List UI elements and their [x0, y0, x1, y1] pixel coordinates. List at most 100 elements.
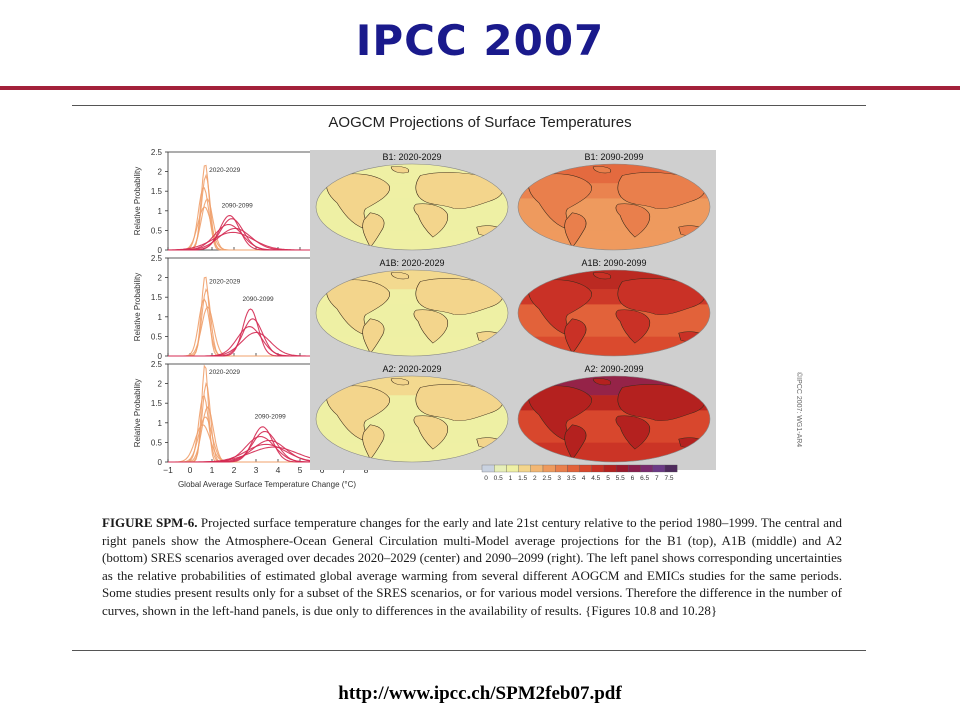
map-fill: [518, 270, 710, 356]
colorbar-tick-label: 1: [509, 475, 513, 482]
map-fill: [316, 270, 508, 356]
map-label: B1: 2090-2099: [584, 152, 643, 162]
colorbar-swatch: [567, 464, 580, 473]
caption-text: Projected surface temperature changes fo…: [102, 515, 842, 618]
land-masses: [528, 166, 707, 248]
map-outline: [517, 375, 711, 463]
colorbar-swatch: [481, 464, 495, 473]
map-label: A2: 2020-2029: [382, 364, 441, 374]
colorbar-swatch: [542, 464, 556, 473]
temperature-map: A2: 2090-2099: [512, 362, 716, 470]
continent-shape: [390, 166, 410, 174]
colorbar-tick-label: 6.5: [640, 475, 649, 482]
figure-bottom-rule: [72, 650, 866, 651]
y-axis-label: Relative Probability: [133, 273, 142, 341]
continent-shape: [413, 415, 449, 450]
map-fill: [316, 376, 508, 462]
x-tick-label: 3: [254, 465, 259, 475]
x-tick-label: −1: [163, 465, 173, 475]
colorbar-tick-label: 4.5: [591, 475, 600, 482]
series-annotation: 2020-2029: [209, 369, 240, 376]
colorbar-tick-label: 3: [557, 475, 561, 482]
y-tick-label: 2: [158, 168, 163, 177]
series-annotation: 2020-2029: [209, 279, 240, 286]
slide-title: IPCC 2007: [355, 16, 605, 65]
continent-shape: [390, 378, 410, 386]
series-annotation: 2090-2099: [255, 414, 286, 421]
continent-shape: [592, 378, 612, 386]
map-outline: [315, 163, 509, 251]
continent-shape: [615, 203, 651, 238]
map-label: A1B: 2020-2029: [379, 258, 444, 268]
colorbar-tick-label: 1.5: [518, 475, 527, 482]
copyright-note: ©IPCC 2007: WG1-AR4: [795, 372, 802, 448]
figure-panels: 0 0.5 1 1.5 2 2.5 Relative Probability 2020-202…: [133, 148, 716, 489]
colorbar-tick-label: 3.5: [567, 475, 576, 482]
x-tick-label: 2: [232, 465, 237, 475]
continent-shape: [413, 203, 449, 238]
temperature-map: B1: 2090-2099: [512, 150, 716, 258]
x-tick-label: 5: [298, 465, 303, 475]
colorbar-swatch: [640, 464, 653, 473]
colorbar-tick-label: 0.5: [494, 475, 503, 482]
x-tick-label: 4: [276, 465, 281, 475]
colorbar-tick-label: 5: [606, 475, 610, 482]
continent-shape: [390, 272, 410, 280]
temperature-map: A1B: 2020-2029: [310, 256, 514, 364]
colorbar-swatch: [530, 464, 544, 473]
series-annotation: 2020-2029: [209, 167, 240, 174]
continent-shape: [362, 424, 385, 460]
map-label: B1: 2020-2029: [382, 152, 441, 162]
y-tick-label: 2.5: [151, 360, 163, 369]
caption-label: FIGURE SPM-6.: [102, 515, 198, 530]
continent-shape: [592, 166, 612, 174]
y-tick-label: 1: [158, 313, 163, 322]
y-tick-label: 2.5: [151, 254, 163, 263]
colorbar-swatch: [628, 464, 641, 473]
series-annotation: 2090-2099: [222, 203, 253, 210]
continent-shape: [564, 318, 587, 354]
colorbar-swatch: [591, 464, 605, 473]
figure-top-rule: [72, 105, 866, 106]
colorbar-tick-label: 2.5: [542, 475, 551, 482]
map-fill: [518, 376, 710, 462]
y-tick-label: 0.5: [151, 438, 163, 447]
colorbar-swatch: [616, 464, 629, 473]
continent-shape: [615, 309, 651, 344]
y-tick-label: 1: [158, 207, 163, 216]
y-tick-label: 0: [158, 352, 163, 361]
map-outline: [315, 269, 509, 357]
y-tick-label: 1: [158, 419, 163, 428]
continent-shape: [413, 309, 449, 344]
temperature-map: A2: 2020-2029: [310, 362, 514, 470]
colorbar-tick-label: 6: [631, 475, 635, 482]
map-label: A1B: 2090-2099: [581, 258, 646, 268]
colorbar-swatch: [579, 464, 592, 473]
land-masses: [326, 272, 505, 354]
map-fill: [518, 164, 710, 250]
y-tick-label: 2.5: [151, 148, 163, 157]
colorbar-tick-label: 2: [533, 475, 537, 482]
map-fill: [316, 164, 508, 250]
colorbar-tick-label: 7: [655, 475, 659, 482]
y-tick-label: 1.5: [151, 187, 163, 196]
source-url[interactable]: http://www.ipcc.ch/SPM2feb07.pdf: [338, 683, 622, 704]
temperature-map: A1B: 2090-2099: [512, 256, 716, 364]
y-tick-label: 0.5: [151, 332, 163, 341]
x-tick-label: 1: [210, 465, 215, 475]
map-outline: [517, 163, 711, 251]
y-axis-label: Relative Probability: [133, 167, 142, 235]
land-masses: [326, 166, 505, 248]
colorbar-tick-label: 4: [582, 475, 586, 482]
colorbar-swatch: [664, 464, 678, 473]
colorbar-tick-label: 7.5: [664, 475, 673, 482]
figure-caption: FIGURE SPM-6. Projected surface temperat…: [102, 514, 842, 620]
map-outline: [517, 269, 711, 357]
y-tick-label: 2: [158, 274, 163, 283]
title-divider: [0, 86, 960, 90]
series-annotation: 2090-2099: [243, 296, 274, 303]
map-label: A2: 2090-2099: [584, 364, 643, 374]
colorbar-tick-label: 0: [484, 475, 488, 482]
colorbar-swatch: [518, 464, 531, 473]
x-tick-label: 0: [188, 465, 193, 475]
